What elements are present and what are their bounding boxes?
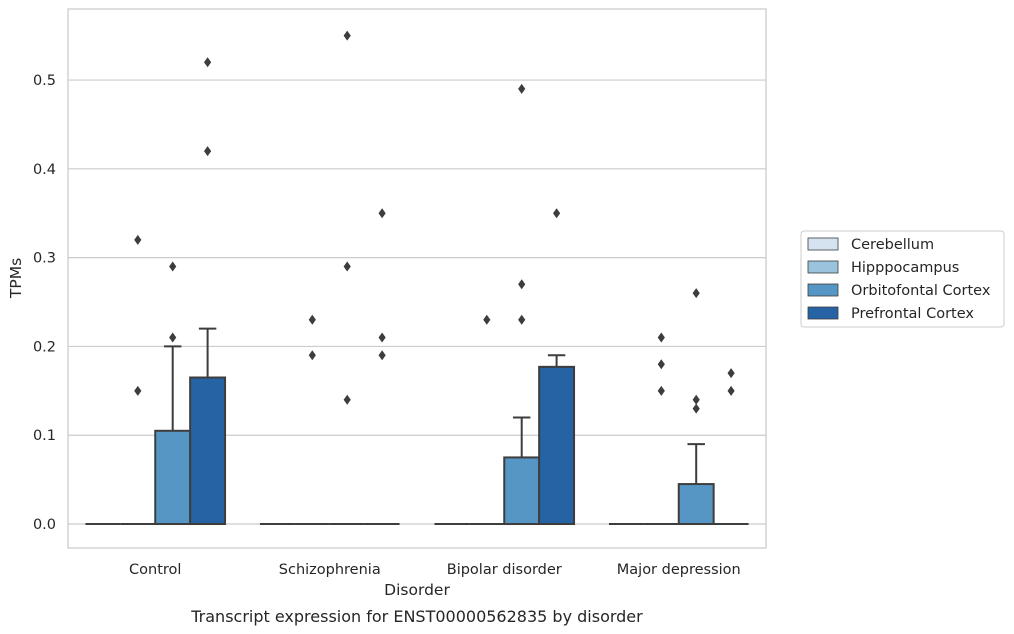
boxes [85,30,749,526]
outlier-point [483,314,491,325]
outlier-point [727,368,735,379]
plot-frame [67,8,767,549]
box-prefrontal-cortex [713,368,749,526]
box-prefrontal-cortex [364,208,400,526]
box-body [154,429,192,526]
outlier-point [343,30,351,41]
outlier-point [343,261,351,272]
box-orbitofontal-cortex [503,83,541,526]
outlier-point [134,234,142,245]
box-orbitofontal-cortex [677,288,715,526]
outlier-point [692,394,700,405]
outlier-point [134,385,142,396]
box-hipppocampus [643,332,679,526]
y-tick-label: 0.0 [33,517,56,533]
legend-label: Orbitofontal Cortex [851,283,991,299]
outlier-point [204,57,212,68]
box-orbitofontal-cortex [329,30,365,526]
x-tick-label: Control [129,562,181,578]
legend-swatch [807,306,839,320]
outlier-point [518,83,526,94]
box-body [677,483,715,526]
outlier-point [657,332,665,343]
outlier-point [308,350,316,361]
outlier-point [169,261,177,272]
x-tick-label: Bipolar disorder [447,562,562,578]
y-axis-title: TPMs [7,258,25,299]
x-axis-ticks: Control Schizophrenia Bipolar disorder Majo… [129,562,741,578]
y-tick-label: 0.4 [33,162,56,178]
outlier-point [378,350,386,361]
y-axis-ticks: 0.0 0.1 0.2 0.3 0.4 0.5 [33,73,56,533]
box-prefrontal-cortex [538,208,576,526]
box-hipppocampus [120,234,156,526]
legend-frame [800,230,1005,328]
outlier-point [657,359,665,370]
chart-caption: Transcript expression for ENST0000056283… [190,607,643,626]
outlier-point [692,288,700,299]
y-tick-label: 0.1 [33,428,56,444]
legend-label: Hipppocampus [851,260,959,276]
box-body [503,456,541,526]
y-tick-label: 0.5 [33,73,56,89]
x-axis-title: Disorder [384,581,450,599]
box-body [189,376,227,526]
box-prefrontal-cortex [189,57,227,526]
outlier-point [378,208,386,219]
outlier-point [518,279,526,290]
outlier-point [378,332,386,343]
legend-label: Cerebellum [851,237,934,253]
outlier-point [204,146,212,157]
legend-label: Prefrontal Cortex [851,306,974,322]
box-hipppocampus [469,314,505,526]
box-orbitofontal-cortex [154,261,192,526]
x-tick-label: Schizophrenia [279,562,381,578]
outlier-point [308,314,316,325]
legend-swatch [807,283,839,297]
outlier-point [692,403,700,414]
outlier-point [169,332,177,343]
legend-swatch [807,237,839,251]
outlier-point [518,314,526,325]
box-body [538,365,576,526]
legend-swatch [807,260,839,274]
y-tick-label: 0.2 [33,339,56,355]
outlier-point [553,208,561,219]
outlier-point [727,385,735,396]
outlier-point [657,385,665,396]
box-hipppocampus [294,314,330,526]
x-tick-label: Major depression [617,562,741,578]
y-tick-label: 0.3 [33,251,56,267]
outlier-point [343,394,351,405]
legend: Cerebellum Hipppocampus Orbitofontal Corte… [800,230,1005,328]
